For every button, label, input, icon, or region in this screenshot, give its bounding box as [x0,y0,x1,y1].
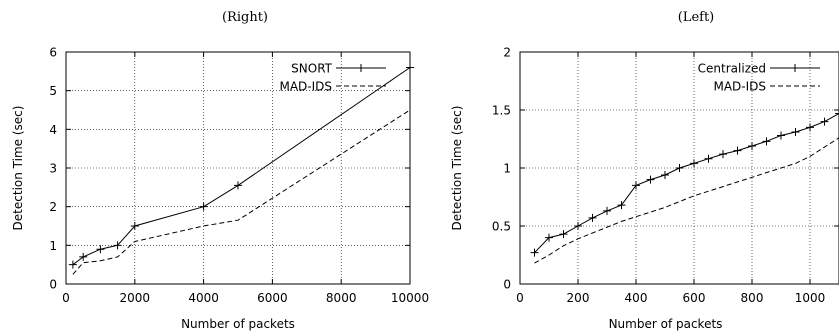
data-point-marker [588,213,597,222]
x-tick-label: 2000 [120,291,151,305]
data-point-marker [719,150,727,159]
y-tick-label: 6 [49,46,57,60]
x-axis-label: Number of packets [181,317,295,331]
data-point-marker [791,128,800,137]
data-point-marker [96,245,105,254]
chart-left: (Left) 0 200 400 600 800 1000 0 0.5 1 1.5 2 Number o… [450,10,839,331]
x-tick-label: 0 [62,291,70,305]
x-tick-label: 0 [516,291,524,305]
y-tick-label: 0 [503,278,511,292]
x-axis-label: Number of packets [609,317,723,331]
data-point-marker [661,170,669,179]
data-point-marker [820,117,829,126]
series-line-mad-ids [534,137,839,264]
x-tick-label: 200 [567,291,590,305]
data-point-marker [646,175,655,184]
data-point-marker [690,159,698,168]
legend-label: Centralized [698,62,766,76]
legend-marker [357,64,365,72]
x-tick-label: 10000 [391,291,429,305]
y-tick-label: 1 [503,162,511,176]
chart-right: (Right) 0 2000 4000 6000 8000 10000 0 1 2 3 4 5 6 Numb… [11,10,429,331]
series-line-mad-ids [72,109,411,275]
data-point-marker [777,131,785,140]
data-point-marker [704,154,713,163]
x-tick-label: 400 [625,291,648,305]
data-point-marker [113,241,122,250]
y-tick-label: 2 [49,200,57,214]
x-tick-label: 8000 [326,291,357,305]
data-point-marker [530,248,539,257]
data-point-marker [68,260,77,269]
series-line-centralized [534,113,839,254]
data-point-marker [617,201,626,210]
y-axis-label: Detection Time (sec) [11,106,25,231]
legend-label: MAD-IDS [713,80,766,94]
y-axis-label: Detection Time (sec) [450,106,464,231]
data-point-marker [574,222,582,230]
y-tick-label: 0 [49,278,57,292]
data-point-marker [632,181,640,190]
data-point-marker [199,202,208,211]
y-tick-label: 0.5 [492,220,511,234]
chart-title: (Left) [678,10,715,25]
series-line-snort [72,67,411,266]
data-point-marker [79,252,88,261]
data-point-marker [762,137,771,146]
x-tick-label: 800 [741,291,764,305]
x-tick-label: 6000 [257,291,288,305]
data-point-marker [130,222,139,230]
data-point-marker [234,181,242,190]
x-tick-label: 1000 [795,291,826,305]
data-point-marker [603,206,611,215]
data-point-marker [748,141,756,150]
legend-label: MAD-IDS [279,80,332,94]
legend-marker [791,64,799,72]
data-point-marker [733,146,742,155]
y-tick-label: 2 [503,46,511,60]
y-tick-label: 1.5 [492,104,511,118]
y-tick-label: 5 [49,84,57,98]
data-point-marker [835,109,839,118]
data-point-marker [406,63,414,72]
chart-title: (Right) [222,10,268,25]
y-tick-label: 1 [49,239,57,253]
y-tick-label: 4 [49,123,57,137]
data-point-marker [545,233,553,242]
data-point-marker [675,164,684,172]
data-point-marker [806,123,814,132]
legend-label: SNORT [291,62,333,76]
data-point-marker [559,230,568,239]
y-tick-label: 3 [49,162,57,176]
x-tick-label: 600 [683,291,706,305]
x-tick-label: 4000 [188,291,219,305]
